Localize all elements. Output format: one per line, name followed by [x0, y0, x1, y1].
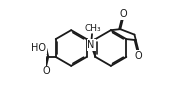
Text: N: N	[87, 40, 95, 50]
Text: HO: HO	[31, 43, 46, 53]
Text: O: O	[42, 66, 50, 76]
Text: CH₃: CH₃	[84, 24, 101, 33]
Text: O: O	[119, 9, 127, 19]
Text: O: O	[135, 50, 143, 60]
